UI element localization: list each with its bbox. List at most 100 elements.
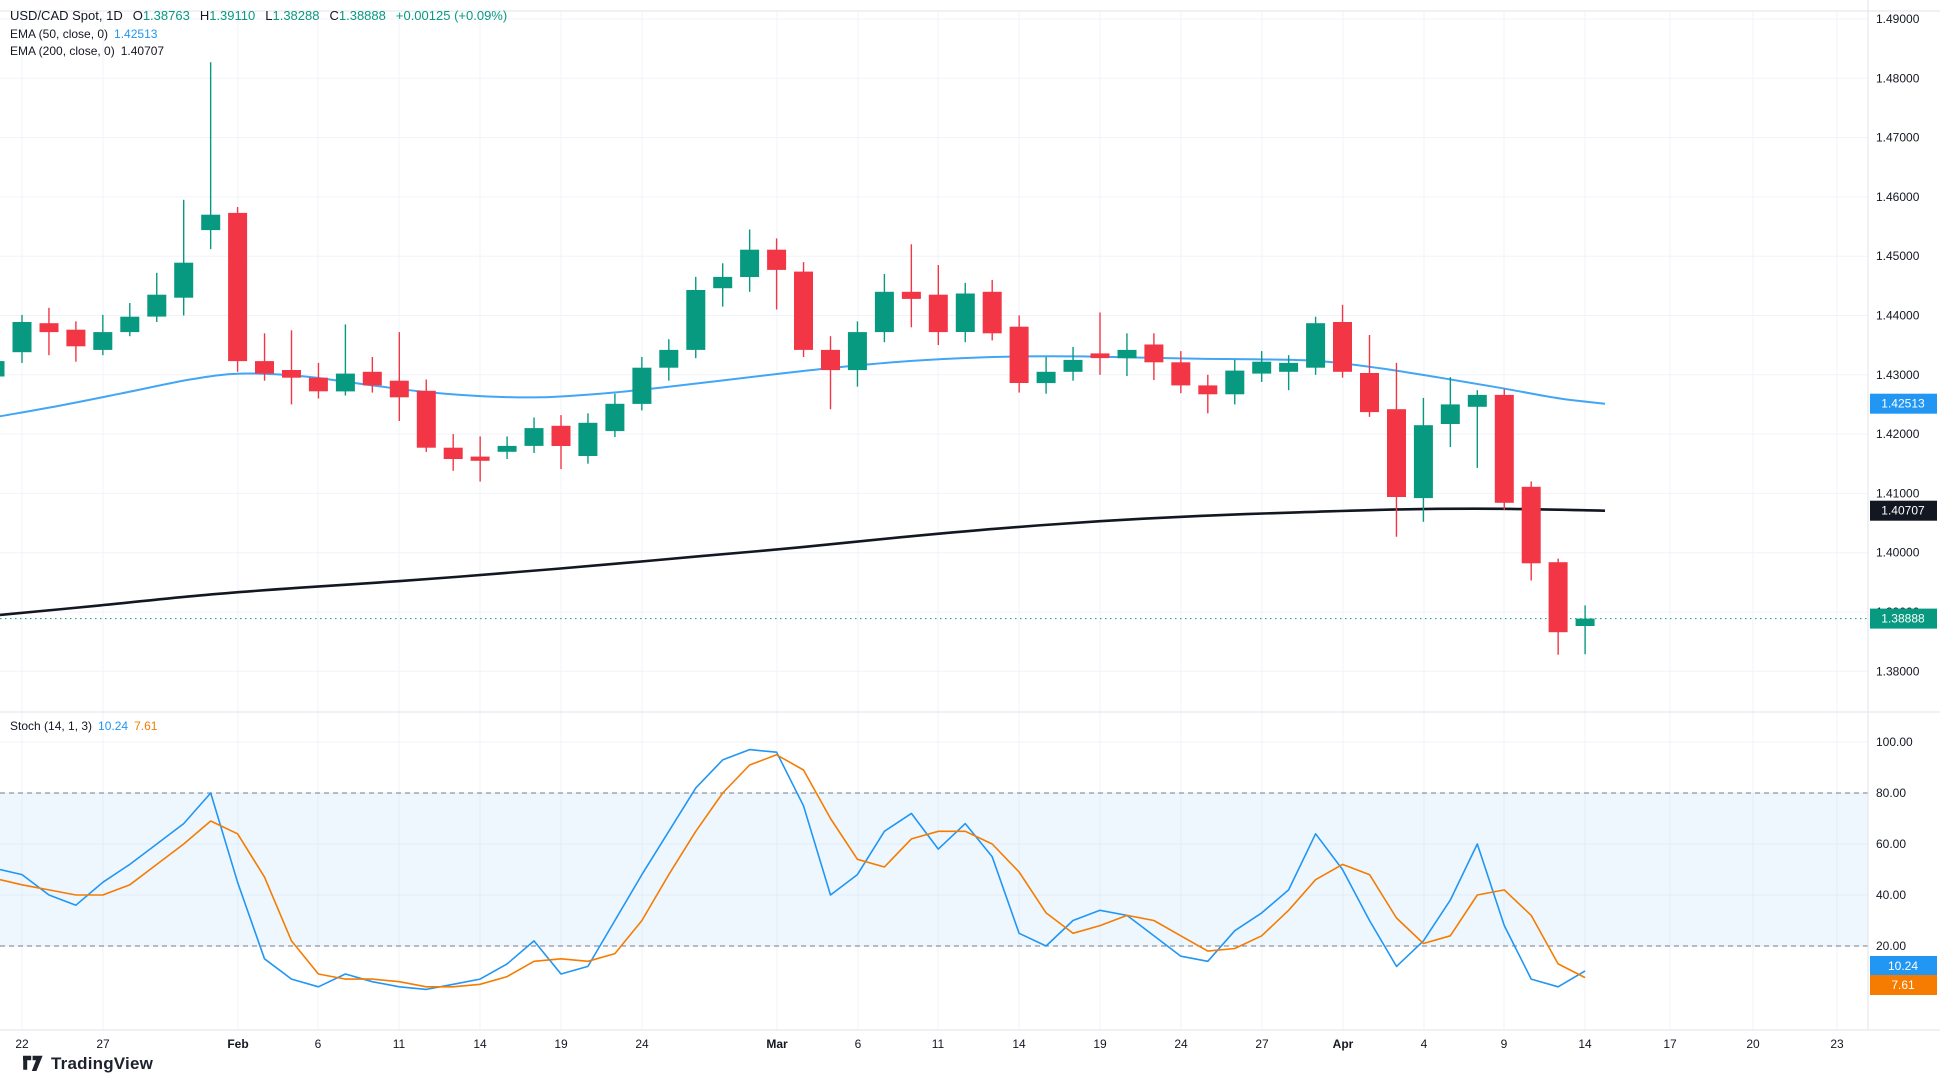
candle (282, 330, 301, 405)
candle (39, 307, 59, 356)
price-axis[interactable]: 1.49000 1.48000 1.47000 1.46000 1.45000 1.440… (1876, 12, 1920, 678)
time-tick-label: 11 (393, 1037, 406, 1051)
time-tick-label: 24 (635, 1037, 649, 1051)
time-tick-label: 23 (1830, 1037, 1844, 1051)
candle (1360, 335, 1379, 417)
candle (1333, 304, 1352, 378)
ema50-badge: 1.42513 (1870, 393, 1937, 414)
candle (955, 282, 975, 343)
candle (1036, 357, 1056, 394)
stoch-k-badge: 10.24 (1870, 956, 1937, 976)
ema50-legend[interactable]: EMA (50, close, 0) 1.42513 (10, 25, 157, 42)
candle (1467, 390, 1487, 468)
tradingview-logo[interactable]: TradingView (22, 1054, 153, 1074)
price-tick-label: 1.46000 (1876, 190, 1920, 204)
time-tick-label: 9 (1501, 1037, 1508, 1051)
time-tick-label: 17 (1663, 1037, 1677, 1051)
time-tick-label: 19 (554, 1037, 568, 1051)
stoch-d-badge: 7.61 (1870, 975, 1937, 995)
candle (1548, 558, 1568, 655)
time-tick-label: Mar (766, 1037, 788, 1051)
tradingview-logo-icon (23, 1055, 43, 1071)
time-tick-label: 27 (96, 1037, 110, 1051)
ohlc-low-value: 1.38288 (272, 8, 320, 23)
time-tick-label: 24 (1174, 1037, 1188, 1051)
candle (1144, 333, 1164, 381)
svg-text:7.61: 7.61 (1891, 978, 1915, 992)
candle (470, 436, 490, 482)
ema50-label: EMA (50, close, 0) (10, 26, 109, 41)
price-tick-label: 1.41000 (1876, 486, 1920, 500)
candle (1252, 351, 1272, 382)
candle (821, 336, 840, 410)
price-tick-label: 1.47000 (1876, 131, 1920, 145)
stoch-k-line (0, 748, 1586, 991)
candle (497, 436, 517, 459)
svg-text:1.38888: 1.38888 (1881, 612, 1925, 626)
candle (1090, 312, 1110, 375)
time-axis[interactable]: 22 27 Feb 6 11 14 19 24 Mar 6 11 14 19 24 27 Apr 4 9 14 17 2… (15, 1037, 1844, 1051)
stoch-axis[interactable]: 100.00 80.00 60.00 40.00 20.00 (1876, 735, 1913, 953)
ohlc-change: +0.00125 (+0.09%) (395, 8, 508, 23)
candle (201, 62, 221, 250)
stoch-tick-label: 40.00 (1876, 888, 1906, 902)
candle (0, 361, 5, 377)
svg-text:10.24: 10.24 (1888, 959, 1918, 973)
candle (1387, 362, 1406, 537)
candle (1171, 351, 1191, 394)
ohlc-open-value: 1.38763 (142, 8, 190, 23)
ema200-legend[interactable]: EMA (200, close, 0) 1.40707 (10, 42, 164, 59)
symbol-legend[interactable]: USD/CAD Spot, 1D O1.38763 H1.39110 L1.38… (10, 7, 507, 24)
price-tick-label: 1.42000 (1876, 427, 1920, 441)
candle (12, 314, 32, 363)
time-tick-label: 6 (855, 1037, 862, 1051)
candle (982, 279, 1002, 341)
time-tick-label: 14 (1578, 1037, 1592, 1051)
candle (767, 238, 787, 310)
candle (1117, 333, 1137, 376)
candle (362, 357, 382, 393)
candle (1306, 316, 1326, 375)
candle (228, 207, 248, 372)
stoch-d-value: 7.61 (134, 718, 158, 733)
ohlc-high: H1.39110 (199, 8, 256, 23)
candle (308, 362, 328, 399)
price-tick-label: 1.49000 (1876, 12, 1920, 26)
candle (120, 303, 140, 337)
stoch-band (0, 793, 1868, 946)
time-tick-label: 6 (315, 1037, 322, 1051)
ema200-value: 1.40707 (120, 43, 165, 58)
ohlc-high-value: 1.39110 (209, 8, 256, 23)
stoch-legend[interactable]: Stoch (14, 1, 3) 10.24 7.61 (10, 717, 157, 734)
candle (605, 393, 625, 437)
stoch-tick-label: 20.00 (1876, 939, 1906, 953)
ohlc-open: O1.38763 (132, 8, 190, 23)
candle (443, 434, 463, 471)
candle (551, 415, 571, 470)
price-tick-label: 1.43000 (1876, 368, 1920, 382)
time-tick-label: 11 (932, 1037, 945, 1051)
tradingview-logo-text: TradingView (51, 1054, 154, 1073)
candle (1198, 374, 1218, 414)
candle (335, 324, 355, 396)
time-tick-label: Apr (1333, 1037, 1354, 1051)
time-tick-label: 19 (1093, 1037, 1107, 1051)
candle (1279, 355, 1299, 391)
price-tick-label: 1.45000 (1876, 249, 1920, 263)
time-tick-label: 14 (473, 1037, 487, 1051)
candle (713, 263, 733, 307)
grid-horizontal-price (0, 18, 1868, 672)
time-tick-label: 20 (1746, 1037, 1760, 1051)
price-tick-label: 1.48000 (1876, 71, 1920, 85)
svg-text:1.40707: 1.40707 (1881, 504, 1925, 518)
candle (659, 339, 679, 381)
stoch-label: Stoch (14, 1, 3) (10, 718, 93, 733)
candle (874, 274, 894, 343)
time-tick-label: 22 (15, 1037, 29, 1051)
ohlc-close: C1.38888 (329, 8, 386, 23)
candle (1440, 377, 1460, 448)
symbol-title: USD/CAD Spot, 1D (10, 8, 123, 23)
price-tick-label: 1.40000 (1876, 546, 1920, 560)
